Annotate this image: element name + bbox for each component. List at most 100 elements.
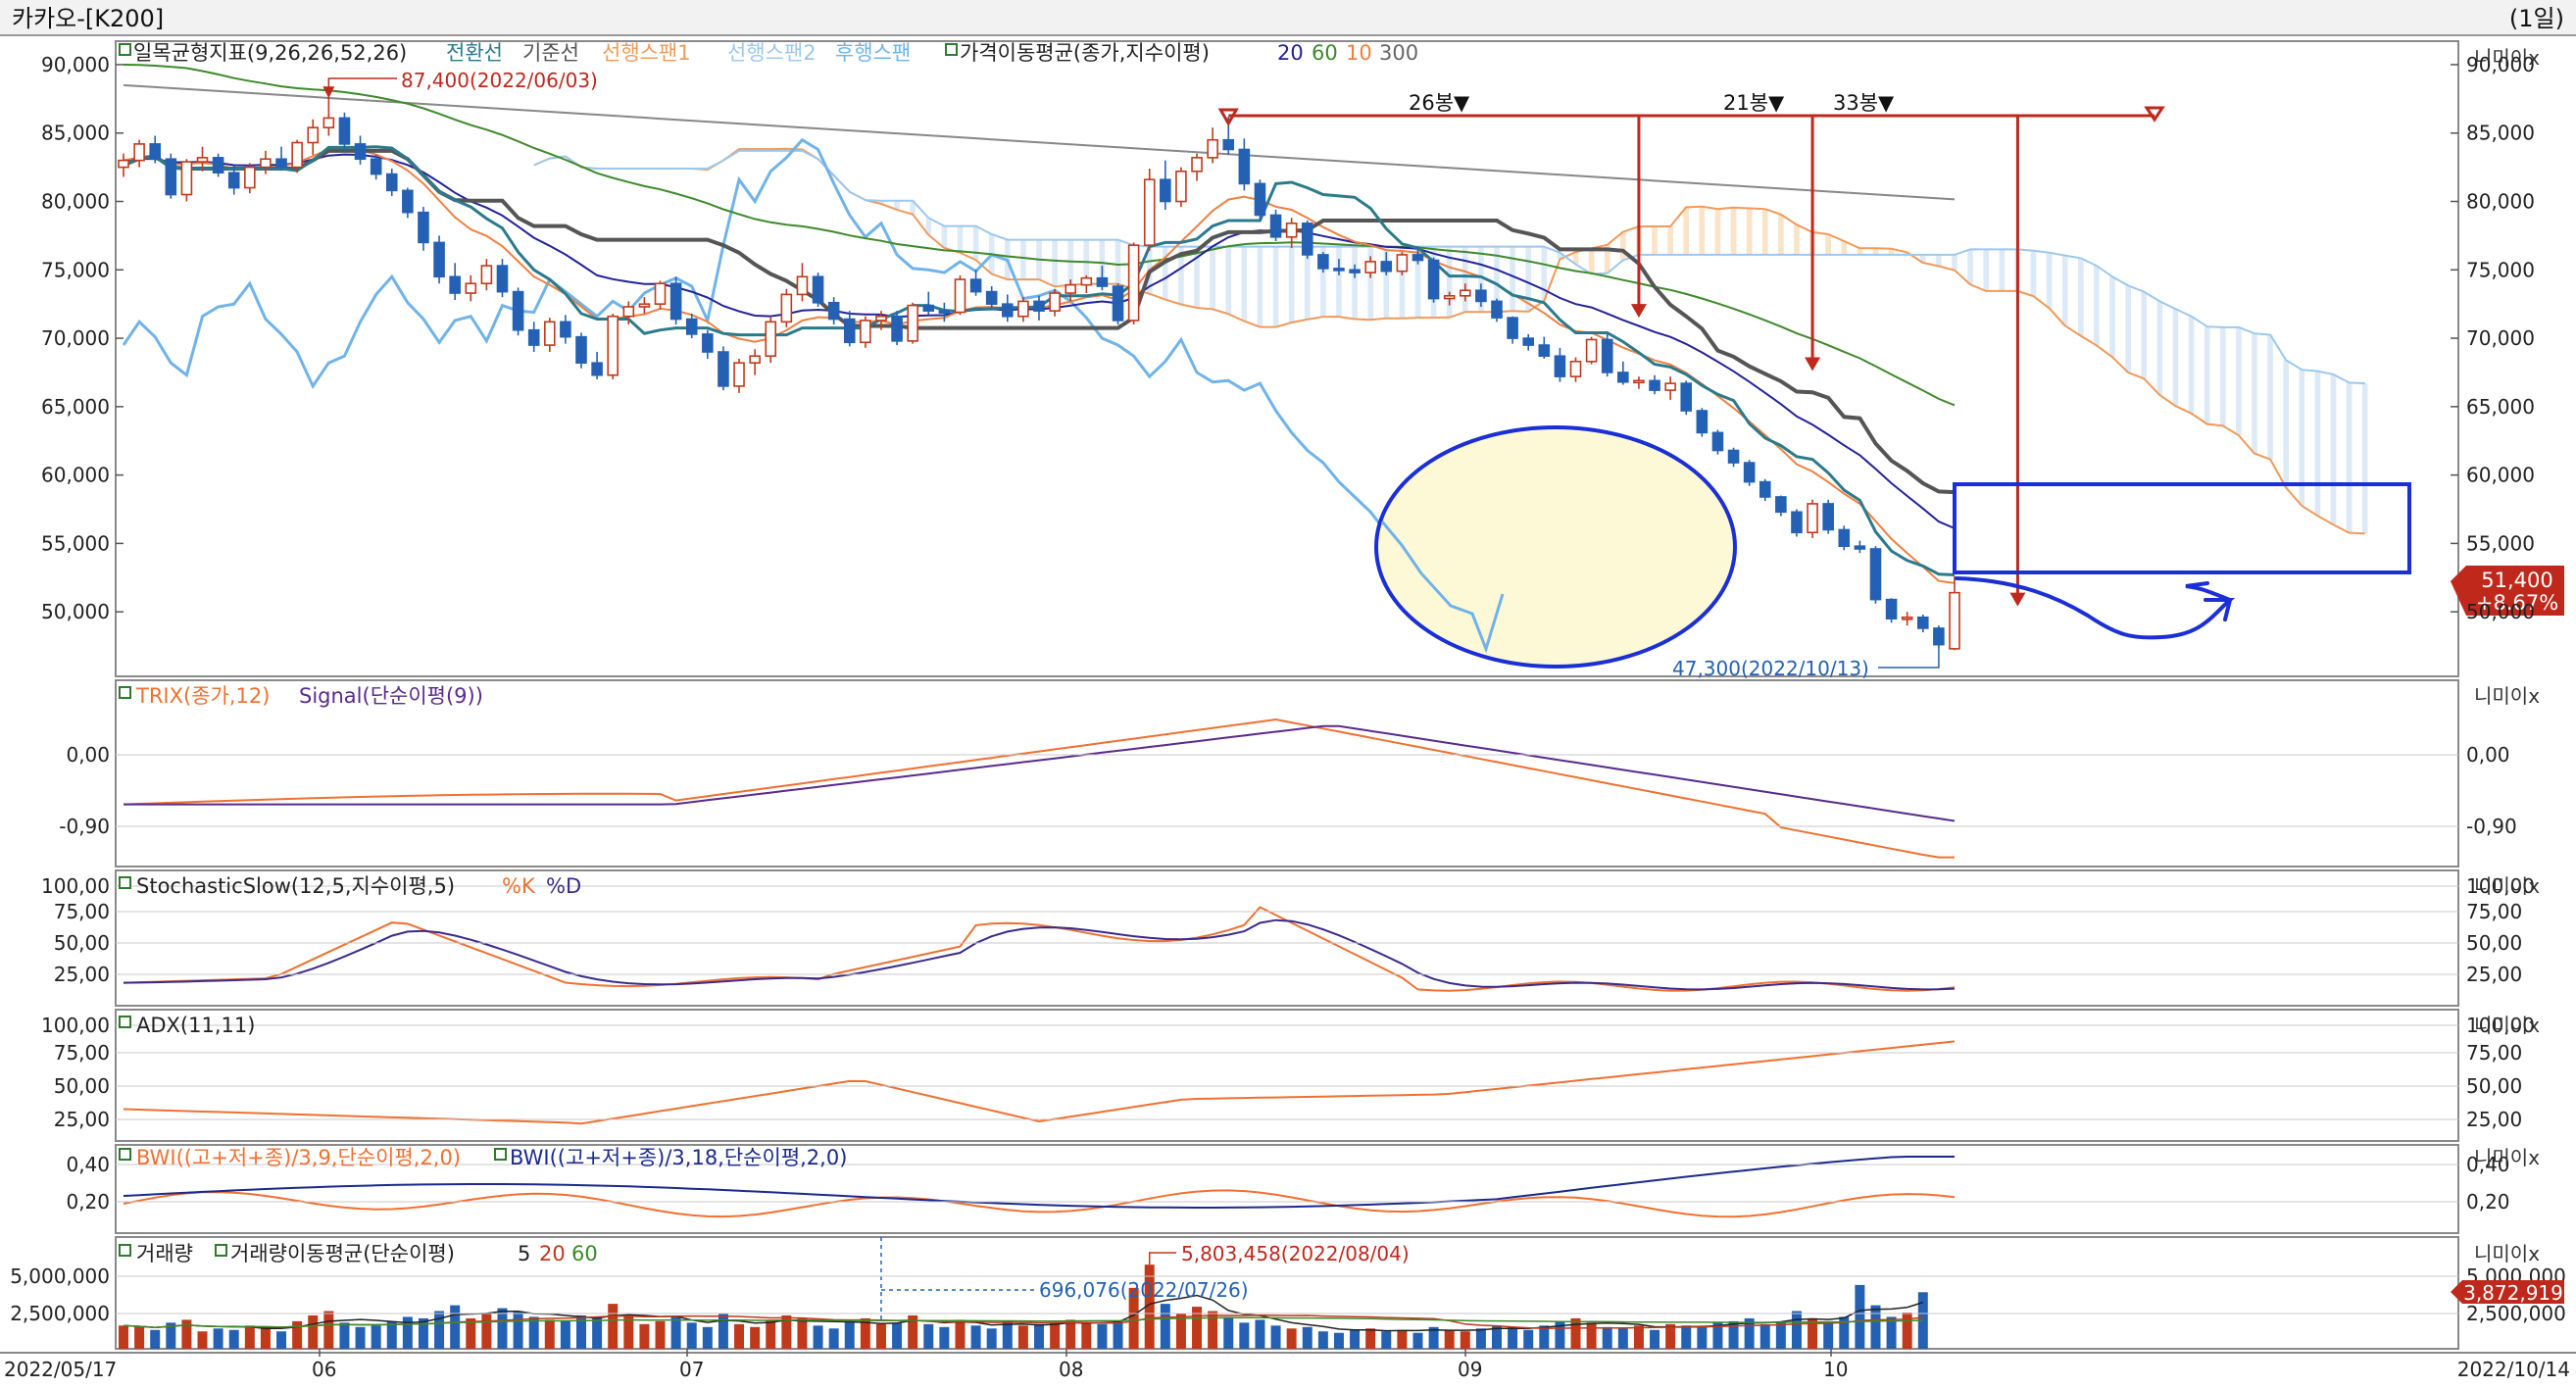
stoch-tick-left: 75,00 [54, 900, 110, 923]
volume-ma-5 [123, 1294, 1924, 1332]
adx-tick-left: 25,00 [54, 1108, 110, 1131]
volume-bar [781, 1314, 792, 1349]
volume-bar [434, 1311, 445, 1349]
candle-body [607, 315, 619, 376]
bwi-tick-left: 0,20 [66, 1190, 110, 1214]
candle-body [449, 275, 461, 294]
svg-text:Signal(단순이평(9)): Signal(단순이평(9)) [299, 684, 483, 708]
candle-body [1901, 616, 1913, 620]
candle-body [1585, 338, 1598, 363]
bwi-18-line [123, 1156, 1955, 1209]
volume-bar [1791, 1311, 1802, 1349]
panel-buttons-stoch[interactable]: 니미이ⅹ [2474, 874, 2540, 898]
count-21: 21봉▼ [1723, 91, 1785, 115]
ellipse-annotation [1374, 425, 1737, 669]
candle-body [622, 306, 635, 318]
candle-body [1949, 591, 1960, 650]
volume-bar [260, 1326, 271, 1349]
candle-body [1885, 598, 1898, 620]
volume-bar [639, 1323, 650, 1349]
panel-buttons-bwi[interactable]: 니미이ⅹ [2474, 1146, 2540, 1169]
candle-body [575, 335, 587, 364]
panel-buttons-price[interactable]: 니미이ⅹ [2474, 46, 2540, 70]
svg-text:BWI((고+저+종)/3,18,단순이평,2,0): BWI((고+저+종)/3,18,단순이평,2,0) [510, 1146, 847, 1169]
volume-bar [923, 1323, 934, 1349]
volume-bar [970, 1325, 981, 1349]
panel-buttons-volume[interactable]: 니미이ⅹ [2474, 1242, 2540, 1265]
adx-tick-right: 100,00 [2466, 1014, 2535, 1037]
volume-bar [608, 1304, 619, 1349]
price-tick-right: 90,000 [2466, 53, 2535, 76]
volume-bar [1365, 1328, 1376, 1349]
svg-text:선행스팬1: 선행스팬1 [602, 41, 691, 65]
candle-body [812, 275, 824, 304]
candle-body [1269, 214, 1282, 238]
stoch-tick-right: 50,00 [2466, 931, 2522, 955]
candle-body [1301, 223, 1313, 256]
candle-body [1522, 337, 1534, 346]
candle-body [938, 310, 951, 314]
candle-body [1696, 410, 1709, 434]
candle-body [1838, 528, 1851, 547]
candle-body [1869, 548, 1882, 601]
price-tick-left: 65,000 [41, 395, 110, 419]
candle-body [796, 275, 809, 296]
svg-text:BWI((고+저+종)/3,9,단순이평,2,0): BWI((고+저+종)/3,9,단순이평,2,0) [136, 1146, 461, 1169]
volume-bar [1775, 1322, 1786, 1349]
volume-bar [276, 1331, 287, 1349]
title-bar [0, 0, 2576, 35]
ma-300 [123, 83, 1956, 201]
bwi-legend: BWI((고+저+종)/3,9,단순이평,2,0) BWI((고+저+종)/3,… [119, 1146, 847, 1169]
candle-body [1475, 289, 1487, 303]
candle-body [1680, 382, 1693, 412]
panel-buttons-trix[interactable]: 니미이ⅹ [2474, 684, 2540, 708]
candle-body [1065, 283, 1076, 294]
panel-buttons-adx[interactable]: 니미이ⅹ [2474, 1014, 2540, 1037]
price-tick-left: 70,000 [41, 326, 110, 350]
adx-tick-right: 75,00 [2466, 1041, 2522, 1065]
volume-bar [813, 1325, 823, 1349]
volume-bar [1065, 1319, 1076, 1349]
svg-text:5: 5 [518, 1242, 530, 1265]
candle-body [1633, 379, 1645, 384]
volume-bar [1097, 1323, 1108, 1349]
volume-bar [528, 1316, 539, 1349]
volume-bar [1475, 1328, 1486, 1349]
candle-body [1333, 268, 1345, 272]
candle-body [1569, 360, 1582, 377]
target-box [1953, 482, 2411, 574]
candle-body [1002, 303, 1014, 318]
volume-tick-right: 2,500,000 [2466, 1302, 2566, 1325]
x-month-06: 06 [312, 1358, 336, 1381]
stoch-tick-left: 100,00 [41, 874, 110, 898]
volume-bar [355, 1326, 366, 1349]
candle-body [780, 293, 793, 323]
candle-body [685, 318, 698, 335]
stoch-tick-left: 50,00 [54, 931, 110, 955]
panel-trix [115, 679, 2459, 868]
candle-body [465, 282, 477, 294]
volume-bar [734, 1323, 745, 1349]
volume-bar [1050, 1322, 1061, 1349]
volume-bar [1650, 1329, 1660, 1349]
chikou-tail [1380, 520, 1505, 654]
volume-bar [1744, 1317, 1755, 1349]
x-month-10: 10 [1823, 1358, 1848, 1381]
volume-bar [386, 1320, 397, 1349]
candle-body [118, 159, 129, 169]
svg-text:기준선: 기준선 [522, 41, 579, 65]
candle-body [307, 126, 320, 144]
volume-bar [1839, 1316, 1850, 1349]
candle-body [275, 158, 287, 169]
candle-body [1601, 338, 1613, 373]
adx-tick-left: 100,00 [41, 1014, 110, 1037]
candle-body [1664, 382, 1676, 391]
bwi-tick-right: 0,20 [2466, 1190, 2510, 1214]
volume-bar [1208, 1311, 1218, 1349]
count-26: 26봉▼ [1409, 91, 1470, 115]
volume-bar [1333, 1332, 1344, 1349]
volume-bar [1128, 1287, 1139, 1349]
volume-bar [1302, 1326, 1313, 1349]
volume-bar [1160, 1304, 1170, 1349]
